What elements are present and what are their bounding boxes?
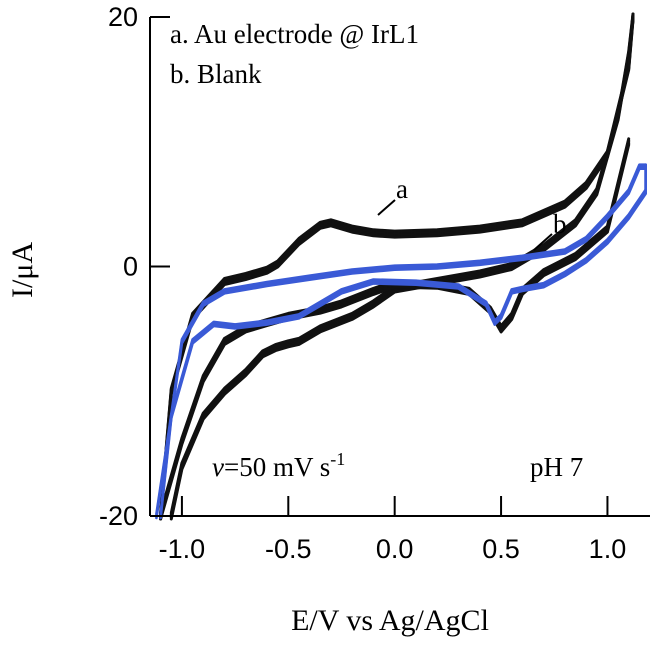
series-b-reverse-line-2 bbox=[155, 167, 647, 520]
scan-rate-symbol: v bbox=[212, 452, 224, 482]
x-tick-label-2: 0.0 bbox=[376, 534, 414, 564]
y-tick-label-0: -20 bbox=[99, 501, 138, 531]
ph-annotation: pH 7 bbox=[530, 452, 583, 482]
series-b-forward-line-2 bbox=[159, 167, 647, 520]
series-a-forward-line-4 bbox=[169, 18, 635, 521]
x-tick-label-3: 0.5 bbox=[482, 534, 520, 564]
x-tick-label-4: 1.0 bbox=[589, 534, 627, 564]
y-axis-label: I/μA bbox=[6, 242, 39, 298]
scan-rate-text: =50 mV s bbox=[224, 452, 330, 482]
curve-label-b-leader bbox=[533, 233, 553, 251]
series-a-reverse-line-4 bbox=[159, 18, 635, 521]
curve-label-a: a bbox=[396, 174, 408, 204]
series-b-reverse-line-0 bbox=[155, 163, 647, 516]
x-axis-label: E/V vs Ag/AgCl bbox=[291, 604, 489, 637]
y-tick-label-1: 0 bbox=[123, 252, 138, 282]
curve-label-b: b bbox=[553, 209, 567, 239]
x-tick-label-1: -0.5 bbox=[265, 534, 312, 564]
series-a-return-line-4 bbox=[159, 143, 631, 521]
scan-rate-annotation: v=50 mV s-1 bbox=[212, 449, 345, 482]
scan-rate-exponent: -1 bbox=[330, 449, 345, 469]
legend-entry-a: a. Au electrode @ IrL1 bbox=[170, 19, 419, 49]
y-tick-label-2: 20 bbox=[108, 2, 138, 32]
curve-label-a-leader bbox=[377, 199, 396, 216]
x-tick-label-0: -1.0 bbox=[159, 534, 206, 564]
tick-labels-layer: -20 0 20 -1.0 -0.5 0.0 0.5 1.0 bbox=[99, 2, 626, 564]
legend-entry-b: b. Blank bbox=[170, 59, 262, 89]
curves-layer bbox=[155, 12, 647, 521]
axes-layer bbox=[149, 16, 650, 517]
series-b-reverse-line-1 bbox=[155, 165, 647, 518]
